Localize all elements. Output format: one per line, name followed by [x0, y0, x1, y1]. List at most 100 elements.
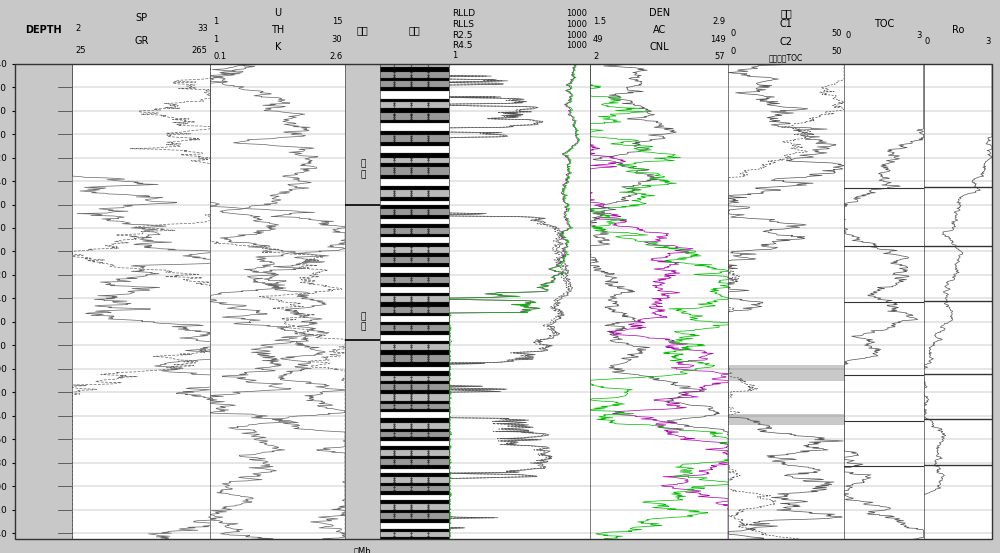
Text: 2: 2 [593, 52, 598, 61]
Text: 0: 0 [925, 36, 930, 45]
Bar [380, 460, 449, 465]
Text: 2.6: 2.6 [329, 52, 342, 61]
Bar [380, 500, 449, 504]
Bar [380, 341, 449, 345]
Text: DEPTH: DEPTH [25, 25, 62, 35]
Text: 1000: 1000 [566, 41, 587, 50]
Bar [380, 131, 449, 135]
Text: R4.5: R4.5 [452, 41, 472, 50]
Bar [380, 77, 449, 81]
Bar [380, 234, 449, 237]
Text: 15: 15 [332, 18, 342, 27]
Bar [380, 345, 449, 350]
Text: 57: 57 [715, 52, 725, 61]
Bar [380, 413, 449, 418]
Bar [380, 64, 449, 67]
Bar [380, 331, 449, 335]
Bar [380, 190, 449, 197]
Bar [380, 158, 449, 163]
Text: 0: 0 [730, 29, 736, 38]
Bar [380, 247, 449, 253]
Bar [380, 283, 449, 286]
Bar [380, 384, 449, 390]
Bar [380, 429, 449, 432]
Bar [380, 322, 449, 326]
Bar [380, 142, 449, 146]
Bar [380, 316, 449, 322]
Bar [380, 404, 449, 409]
Text: SP: SP [135, 13, 147, 23]
Text: U: U [274, 8, 281, 18]
Text: 1: 1 [213, 18, 218, 27]
Bar [380, 209, 449, 215]
Bar [380, 205, 449, 209]
Text: 1: 1 [213, 35, 218, 44]
Bar [380, 532, 449, 537]
Text: 1000: 1000 [566, 20, 587, 29]
Bar [380, 510, 449, 513]
Bar [380, 362, 449, 367]
Bar [380, 394, 449, 400]
Bar [380, 163, 449, 167]
Text: 0: 0 [846, 31, 851, 40]
Text: RLLS: RLLS [452, 20, 474, 29]
Bar [380, 186, 449, 190]
Text: TOC: TOC [874, 19, 894, 29]
Text: 265: 265 [192, 46, 208, 55]
Bar [380, 335, 449, 341]
Text: R2.5: R2.5 [452, 31, 472, 40]
Bar [380, 257, 449, 263]
Text: 炭
系: 炭 系 [360, 312, 365, 332]
Bar [380, 355, 449, 362]
Bar [380, 293, 449, 296]
Bar [380, 326, 449, 331]
Text: 1000: 1000 [566, 31, 587, 40]
Text: 33: 33 [197, 24, 208, 33]
Bar [380, 218, 449, 225]
Bar [380, 371, 449, 376]
Bar [380, 465, 449, 469]
Bar [380, 201, 449, 205]
Text: 测井评价TOC: 测井评价TOC [769, 54, 803, 62]
Text: GR: GR [134, 35, 149, 45]
Bar [728, 414, 844, 425]
Bar [380, 153, 449, 158]
Bar [380, 519, 449, 523]
Text: 分层: 分层 [357, 25, 369, 35]
Bar [380, 409, 449, 413]
Bar [380, 437, 449, 441]
Bar [380, 123, 449, 131]
Bar [380, 486, 449, 491]
Text: 上Mb: 上Mb [354, 546, 372, 553]
Text: 1000: 1000 [566, 9, 587, 18]
Text: 2: 2 [75, 24, 80, 33]
Bar [380, 237, 449, 243]
Text: 30: 30 [332, 35, 342, 44]
Bar [380, 113, 449, 120]
Text: 0.1: 0.1 [213, 52, 226, 61]
Bar [380, 513, 449, 519]
Bar [380, 263, 449, 267]
Bar [380, 491, 449, 494]
Text: RLLD: RLLD [452, 9, 475, 18]
Bar [380, 108, 449, 113]
Bar [380, 302, 449, 307]
Text: C1: C1 [780, 19, 793, 29]
Bar [380, 167, 449, 175]
Bar [380, 81, 449, 87]
Bar [380, 67, 449, 72]
Text: TH: TH [271, 25, 284, 35]
Text: 3: 3 [917, 31, 922, 40]
Bar [380, 483, 449, 486]
Text: 50: 50 [831, 46, 842, 55]
Bar [380, 135, 449, 142]
Text: 149: 149 [710, 35, 725, 44]
Bar [380, 469, 449, 473]
Bar [380, 296, 449, 302]
Text: 3: 3 [985, 36, 991, 45]
Bar [380, 243, 449, 247]
Text: 气层: 气层 [780, 8, 792, 18]
Bar [380, 286, 449, 293]
Text: 49: 49 [593, 35, 603, 44]
Bar [380, 423, 449, 429]
